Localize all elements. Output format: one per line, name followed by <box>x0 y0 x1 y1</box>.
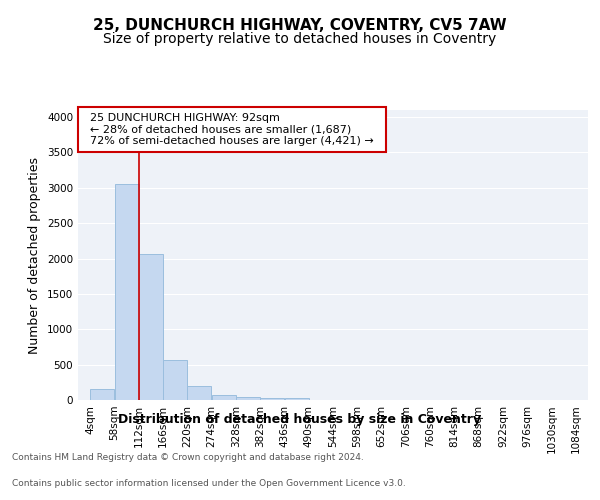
Y-axis label: Number of detached properties: Number of detached properties <box>28 156 41 354</box>
Bar <box>260 398 284 400</box>
Text: Contains public sector information licensed under the Open Government Licence v3: Contains public sector information licen… <box>12 478 406 488</box>
Text: Size of property relative to detached houses in Coventry: Size of property relative to detached ho… <box>103 32 497 46</box>
Bar <box>236 397 260 400</box>
Text: 25, DUNCHURCH HIGHWAY, COVENTRY, CV5 7AW: 25, DUNCHURCH HIGHWAY, COVENTRY, CV5 7AW <box>93 18 507 32</box>
Text: Distribution of detached houses by size in Coventry: Distribution of detached houses by size … <box>119 412 482 426</box>
Bar <box>139 254 163 400</box>
Bar <box>163 360 187 400</box>
Text: Contains HM Land Registry data © Crown copyright and database right 2024.: Contains HM Land Registry data © Crown c… <box>12 454 364 462</box>
Bar <box>212 395 236 400</box>
Bar <box>284 398 308 400</box>
Bar <box>115 184 139 400</box>
Text: 25 DUNCHURCH HIGHWAY: 92sqm  
  ← 28% of detached houses are smaller (1,687)  
 : 25 DUNCHURCH HIGHWAY: 92sqm ← 28% of det… <box>83 113 381 146</box>
Bar <box>90 390 115 400</box>
Bar <box>187 386 211 400</box>
